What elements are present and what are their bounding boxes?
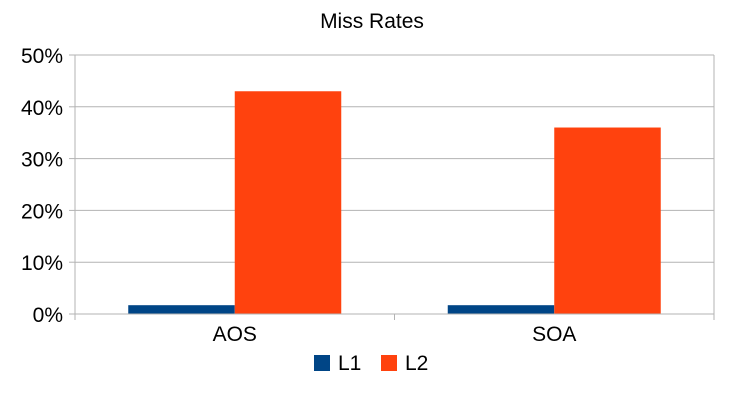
bar-l1-aos bbox=[128, 305, 235, 314]
y-tick-label: 30% bbox=[21, 149, 63, 172]
x-tick-labels: AOS SOA bbox=[213, 323, 577, 346]
bar-l2-aos bbox=[234, 91, 342, 314]
bars bbox=[128, 91, 661, 315]
y-tick-labels: 0% 10% 20% 30% 40% 50% bbox=[21, 45, 63, 327]
y-tick-label: 0% bbox=[33, 304, 63, 327]
y-tick-label: 40% bbox=[21, 97, 63, 120]
y-tick-label: 20% bbox=[21, 200, 63, 223]
y-tick-label: 10% bbox=[21, 252, 63, 275]
chart-title: Miss Rates bbox=[320, 10, 424, 33]
bar-l2-soa bbox=[554, 127, 661, 315]
x-tick-label: SOA bbox=[532, 323, 576, 346]
legend-swatch-l2 bbox=[381, 355, 397, 371]
axes bbox=[69, 54, 715, 320]
legend-label-l2: L2 bbox=[405, 352, 428, 375]
legend-label-l1: L1 bbox=[338, 352, 361, 375]
bar-l1-soa bbox=[447, 305, 555, 314]
legend: L1 L2 bbox=[314, 352, 428, 375]
x-tick-label: AOS bbox=[213, 323, 257, 346]
legend-swatch-l1 bbox=[314, 355, 330, 371]
y-tick-label: 50% bbox=[21, 45, 63, 68]
